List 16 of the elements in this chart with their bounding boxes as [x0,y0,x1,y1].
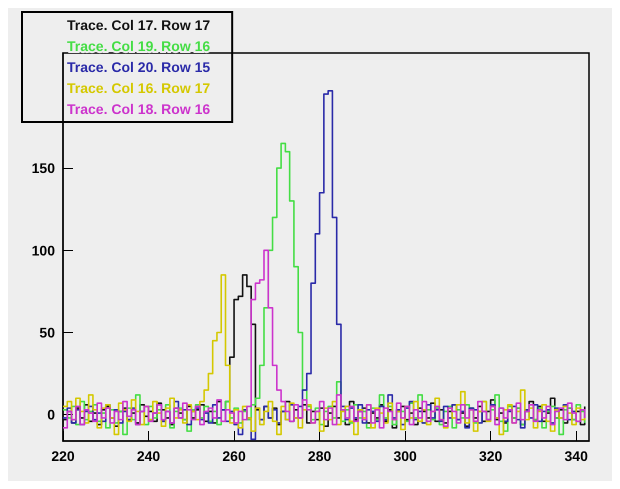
x-tick-label: 280 [308,448,332,464]
text: Trace. Col 19. Row 16 [67,38,210,54]
x-tick-label: 260 [222,448,246,464]
text: Trace. Col 16. Row 17 [67,80,210,96]
y-tick-label: 0 [47,406,56,423]
text: Trace. Col 18. Row 16 [67,101,210,117]
x-tick-label: 340 [564,448,588,464]
x-tick-label: 220 [51,448,75,464]
text: Trace. Col 17. Row 17 [67,17,210,33]
text: Trace. Col 20. Row 15 [67,59,210,75]
y-tick-label: 50 [39,324,56,340]
x-tick-label: 240 [136,448,160,464]
y-tick-label: 100 [32,242,56,258]
x-tick-label: 300 [393,448,418,464]
y-tick-label: 150 [32,160,56,176]
x-tick-label: 320 [478,448,503,464]
